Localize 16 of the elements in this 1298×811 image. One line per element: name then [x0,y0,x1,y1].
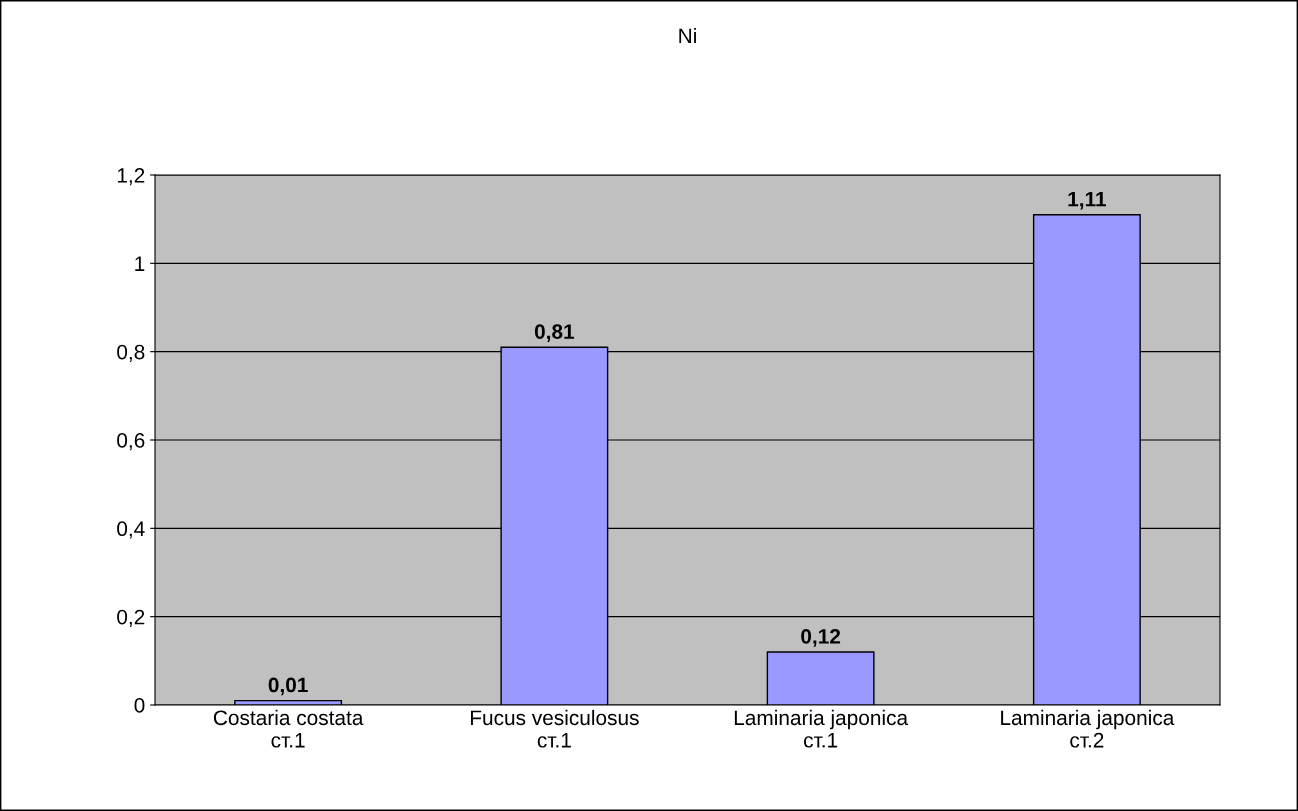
x-tick-label: Laminaria japonica ст.1 [734,709,909,748]
data-label: 0,01 [268,677,308,696]
y-tick-label: 0,6 [117,433,145,451]
data-label: 1,11 [1068,191,1106,210]
x-tick-label: Costaria costata ст.1 [213,709,364,748]
y-tick-label: 1 [135,256,145,271]
y-tick-label: 1,2 [117,168,145,186]
chart-title: Ni [679,27,696,44]
y-tick-label: 0 [134,698,145,713]
x-tick-label: Laminaria japonica ст.2 [1001,709,1175,748]
data-label: 0,12 [801,628,841,647]
y-tick-label: 0,8 [117,344,145,362]
x-tick-label: Fucus vesiculosus ст.1 [470,709,639,748]
y-tick-label: 0,2 [117,609,145,627]
y-tick-label: 0,4 [117,521,145,539]
data-label: 0,81 [534,324,575,342]
